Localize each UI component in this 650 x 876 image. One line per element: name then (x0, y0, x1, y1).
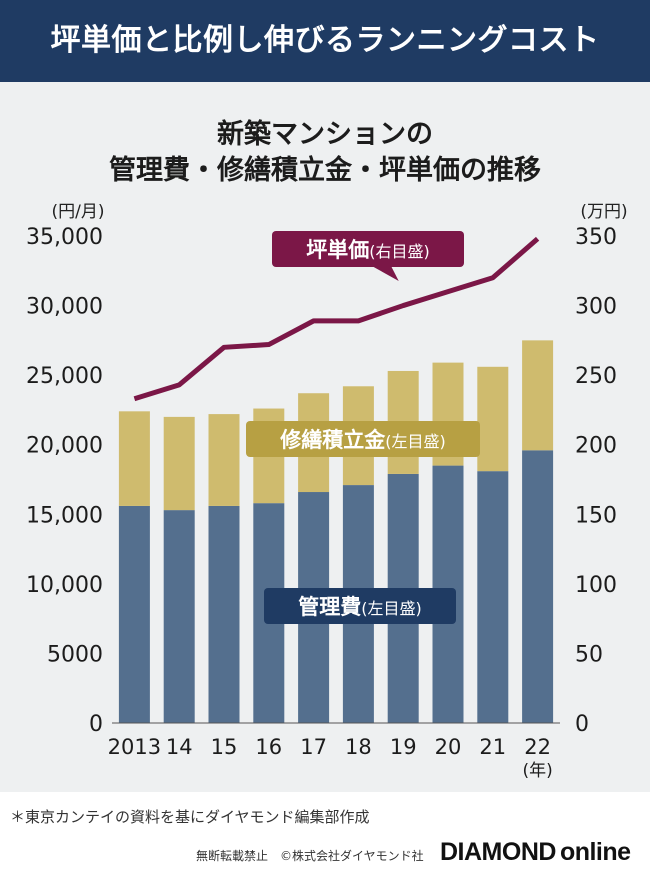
bar-kanrihi (208, 505, 240, 723)
right-tick-label: 50 (575, 642, 603, 667)
bar-kanrihi (477, 471, 509, 723)
x-tick-label: 16 (255, 735, 282, 759)
right-tick-label: 350 (575, 225, 617, 250)
right-tick-label: 250 (575, 364, 617, 389)
right-tick-label: 0 (575, 712, 589, 737)
left-tick-label: 10,000 (26, 573, 103, 598)
left-axis-unit: (円/月) (52, 202, 105, 222)
bar-shuzen (522, 340, 554, 451)
logo-part1: DIAMOND (440, 838, 556, 866)
bar-shuzen (477, 366, 509, 472)
label-kanrihi-bg (264, 588, 456, 624)
banner-title: 坪単価と比例し伸びるランニングコスト (0, 0, 650, 82)
label-kanrihi-text: 管理費(左目盛) (298, 595, 422, 619)
label-shuzen-text: 修繕積立金(左目盛) (279, 428, 446, 452)
x-tick-label: 2013 (108, 735, 161, 759)
right-axis-unit: (万円) (580, 202, 627, 222)
bar-kanrihi (522, 450, 554, 723)
label-tsubo-tanka-bg (272, 231, 464, 267)
left-tick-label: 20,000 (26, 434, 103, 459)
source-note: ＊東京カンテイの資料を基にダイヤモンド編集部作成 (10, 808, 370, 826)
x-tick-label: 21 (479, 735, 506, 759)
x-tick-label: 17 (300, 735, 327, 759)
left-tick-label: 35,000 (26, 225, 103, 250)
left-tick-label: 30,000 (26, 295, 103, 320)
chart-title-line1: 新築マンションの (217, 119, 433, 150)
left-tick-label: 15,000 (26, 503, 103, 528)
label-shuzen-bg (246, 421, 480, 457)
x-tick-label: 20 (435, 735, 462, 759)
right-tick-label: 300 (575, 295, 617, 320)
label-kanrihi: 管理費(左目盛) (264, 588, 456, 624)
left-tick-label: 0 (89, 712, 103, 737)
copyright-note: 無断転載禁止 ©株式会社ダイヤモンド社 (196, 849, 424, 863)
right-tick-label: 150 (575, 503, 617, 528)
label-tsubo-tanka-text: 坪単価(右目盛) (306, 238, 430, 262)
label-shuzen: 修繕積立金(左目盛) (246, 421, 480, 457)
x-tick-label: 18 (345, 735, 372, 759)
x-tick-label: 14 (166, 735, 193, 759)
bar-kanrihi (118, 505, 150, 723)
label-tsubo-tanka: 坪単価(右目盛) (272, 231, 464, 281)
left-tick-label: 25,000 (26, 364, 103, 389)
x-tick-label: 15 (211, 735, 238, 759)
right-tick-label: 200 (575, 434, 617, 459)
chart-canvas: (円/月) (万円) 0 5000 10,000 15,000 20,000 25,000 30… (26, 202, 628, 781)
diamond-online-logo[interactable]: DIAMOND online (440, 838, 631, 867)
left-tick-label: 5000 (47, 642, 103, 667)
bar-kanrihi (163, 510, 195, 723)
x-axis-unit: (年) (522, 761, 552, 781)
logo-part2: online (559, 838, 631, 866)
label-tsubo-tanka-pointer (371, 266, 399, 281)
bar-shuzen (163, 416, 195, 511)
line-tsubo-tanka (133, 236, 540, 402)
right-tick-label: 100 (575, 573, 617, 598)
x-tick-label: 19 (390, 735, 417, 759)
chart-title-line2: 管理費・修繕積立金・坪単価の推移 (109, 155, 541, 186)
bar-shuzen (118, 411, 150, 506)
bar-shuzen (208, 414, 240, 506)
x-tick-label: 22 (524, 735, 551, 759)
